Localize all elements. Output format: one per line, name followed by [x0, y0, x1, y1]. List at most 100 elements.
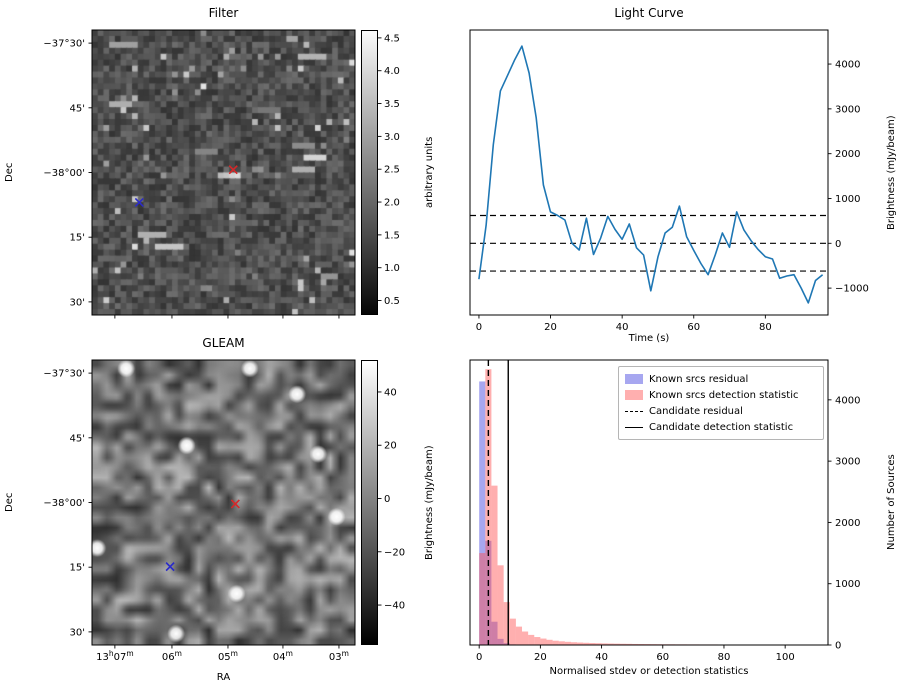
hist-bar	[607, 643, 614, 645]
tick-label: 1.0	[384, 263, 400, 274]
tick-label: 2000	[835, 518, 860, 529]
residual-swatch	[625, 374, 643, 384]
hist-bar	[558, 641, 565, 645]
time-axis-label: Time (s)	[628, 333, 670, 344]
tick-label: 60	[687, 322, 700, 333]
tick-label: 0	[835, 239, 841, 250]
tick-label: 1000	[835, 579, 860, 590]
hist-bar	[503, 643, 510, 645]
hist-bar	[552, 640, 559, 645]
gleam-title: GLEAM	[202, 336, 245, 350]
hist-bar	[650, 644, 657, 645]
solid-line-icon	[625, 426, 643, 428]
lightcurve-title: Light Curve	[614, 6, 684, 20]
tick-label: 20	[534, 652, 547, 663]
tick-label: 4.0	[384, 66, 400, 77]
tick-label: 0	[476, 322, 482, 333]
tick-label: 15'	[70, 233, 85, 244]
hist-bar	[613, 643, 620, 645]
gleam-colorbar-label: Brightness (mJy/beam)	[424, 445, 435, 560]
filter-image	[92, 30, 355, 315]
tick-label: −38°00'	[43, 498, 85, 509]
hist-bar	[595, 643, 602, 645]
tick-label: 3.5	[384, 99, 400, 110]
hist-bar	[570, 642, 578, 645]
legend-item-residual: Known srcs residual	[625, 371, 817, 387]
hist-bar	[711, 644, 718, 645]
tick-label: 3000	[835, 457, 860, 468]
tick-label: 60	[656, 652, 669, 663]
tick-label: 4.5	[384, 33, 400, 44]
hist-bar	[699, 644, 706, 645]
tick-label: 3.0	[384, 132, 400, 143]
tick-label: 4000	[835, 395, 860, 406]
hist-bar	[497, 565, 504, 645]
tick-label: 80	[718, 652, 731, 663]
hist-bar	[619, 643, 627, 645]
filter-colorbar	[361, 30, 378, 315]
dashed-line-icon	[625, 410, 643, 412]
hist-bar	[687, 644, 694, 645]
tick-label: −38°00'	[43, 168, 85, 179]
tick-label: 13h07m	[96, 649, 134, 663]
tick-label: 05m	[218, 649, 238, 663]
tick-label: 40	[384, 387, 397, 398]
tick-label: 100	[776, 652, 795, 663]
legend: Known srcs residual Known srcs detection…	[618, 366, 824, 440]
gleam-colorbar	[361, 360, 378, 645]
ra-axis-label: RA	[216, 672, 231, 683]
tick-label: 03m	[329, 649, 349, 663]
tick-label: 45'	[70, 103, 85, 114]
hist-bar	[577, 642, 584, 645]
tick-label: 2.5	[384, 165, 400, 176]
hist-bar	[693, 644, 700, 645]
hist-bar	[503, 602, 510, 645]
tick-label: 3000	[835, 104, 860, 115]
tick-label: 2.0	[384, 198, 400, 209]
detection-swatch	[625, 390, 643, 400]
hist-bar	[515, 626, 523, 645]
hist-bar	[668, 644, 676, 645]
brightness-axis-label: Brightness (mJy/beam)	[886, 115, 897, 230]
stdev-axis-label: Normalised stdev or detection statistics	[549, 666, 749, 677]
axes-frame	[469, 29, 829, 316]
tick-label: −20	[384, 547, 405, 558]
tick-label: 06m	[162, 649, 182, 663]
tick-label: −37°30'	[43, 369, 85, 380]
tick-label: −37°30'	[43, 39, 85, 50]
hist-bar	[479, 553, 486, 645]
hist-bar	[485, 369, 492, 645]
hist-bar	[656, 644, 663, 645]
tick-label: 0	[384, 494, 390, 505]
legend-label: Candidate residual	[649, 405, 743, 417]
legend-item-candidate-detection: Candidate detection statistic	[625, 419, 817, 435]
hist-bar	[546, 639, 553, 645]
hist-bar	[675, 644, 682, 645]
hist-bar	[638, 644, 645, 645]
hist-bar	[528, 634, 535, 645]
tick-label: −40	[384, 601, 405, 612]
hist-bar	[632, 643, 639, 645]
hist-bar	[705, 644, 712, 645]
tick-label: 1.5	[384, 230, 400, 241]
hist-bar	[522, 631, 529, 645]
hist-bar	[479, 381, 486, 645]
hist-bar	[485, 540, 492, 645]
hist-bar	[589, 643, 596, 645]
hist-bar	[601, 643, 608, 645]
tick-label: 20	[544, 322, 557, 333]
hist-bar	[534, 637, 541, 645]
hist-bar	[497, 638, 504, 645]
tick-label: 15'	[70, 563, 85, 574]
filter-colorbar-label: arbitrary units	[424, 136, 435, 209]
tick-label: 04m	[273, 649, 293, 663]
tick-label: 1000	[835, 194, 860, 205]
hist-bar	[662, 644, 669, 645]
tick-label: −1000	[835, 284, 869, 295]
lightcurve-line	[478, 45, 824, 304]
tick-label: 4000	[835, 60, 860, 71]
hist-bar	[509, 644, 516, 645]
legend-item-detection: Known srcs detection statistic	[625, 387, 817, 403]
tick-label: 20	[384, 441, 397, 452]
tick-label: 30'	[70, 627, 85, 638]
